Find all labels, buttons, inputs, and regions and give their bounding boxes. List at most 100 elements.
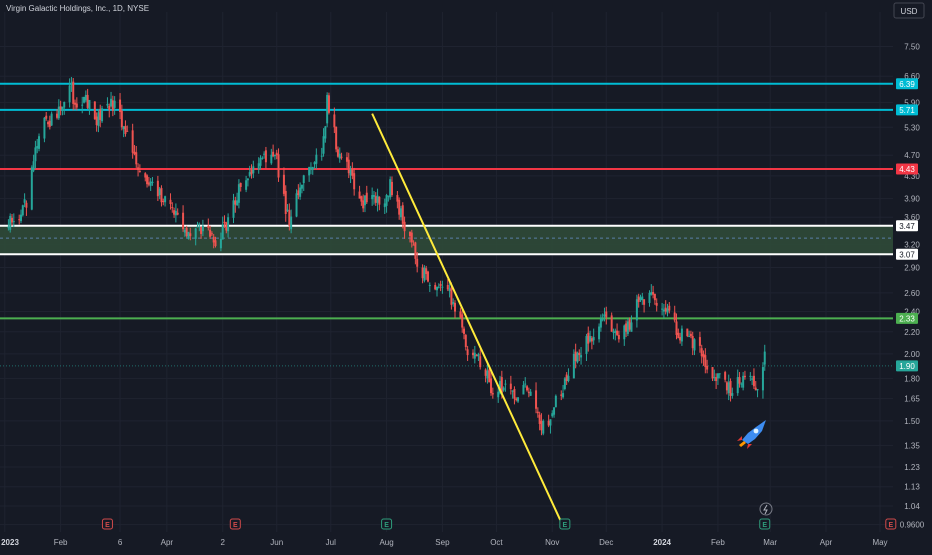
candle-body — [300, 184, 303, 189]
candle-body — [183, 229, 186, 233]
earnings-icon[interactable]: E — [101, 518, 113, 530]
candle-body — [390, 181, 393, 196]
candle-body — [567, 375, 570, 382]
price-badge — [896, 248, 918, 260]
candle-body — [48, 120, 51, 127]
candle-body — [264, 150, 267, 163]
candle-body — [666, 308, 669, 313]
y-tick-label: 3.20 — [904, 241, 920, 250]
candle-body — [601, 319, 604, 321]
candle-body — [75, 103, 78, 108]
candle-body — [704, 355, 707, 368]
candle-body — [435, 286, 438, 291]
candle-body — [502, 387, 505, 391]
candle-body — [513, 388, 516, 399]
candle-body — [637, 296, 640, 303]
candle-body — [349, 169, 352, 176]
currency-box[interactable]: USD — [893, 0, 932, 22]
candle-body — [326, 94, 329, 124]
candle-body — [428, 284, 431, 286]
candle-body — [290, 216, 293, 230]
candle-body — [426, 271, 429, 282]
x-tick-label: 2 — [220, 538, 225, 547]
candle-body — [655, 302, 658, 306]
candle-body — [237, 184, 240, 203]
candle-body — [551, 413, 554, 417]
candle-body — [137, 167, 140, 171]
y-tick-label: 1.04 — [904, 502, 920, 511]
candle-body — [410, 232, 413, 243]
candle-body — [389, 179, 392, 198]
earnings-icon[interactable]: E — [759, 518, 771, 530]
candle-body — [171, 207, 174, 209]
candle-body — [189, 233, 192, 237]
candle-body — [353, 173, 356, 190]
candle-body — [702, 353, 705, 358]
candle-body — [535, 390, 538, 409]
candle-body — [713, 377, 716, 379]
chart-replay-icon[interactable] — [759, 502, 773, 516]
earnings-label: E — [384, 522, 389, 529]
candle-body — [731, 393, 734, 396]
price-badge — [896, 312, 918, 324]
candle-body — [574, 351, 577, 362]
candle-body — [578, 352, 581, 356]
x-tick-label: Oct — [490, 538, 503, 547]
price-badge-text: 2.33 — [899, 314, 915, 323]
candle-body — [133, 151, 136, 155]
earnings-label: E — [762, 522, 767, 529]
candle-body — [210, 233, 213, 235]
candle-body — [617, 334, 620, 340]
candle-body — [648, 292, 651, 303]
candle-body — [742, 375, 745, 388]
candle-body — [738, 377, 741, 384]
candle-body — [464, 334, 467, 348]
candle-body — [212, 236, 215, 243]
candle-body — [756, 388, 759, 391]
candle-body — [111, 100, 114, 111]
earnings-icon[interactable]: E — [885, 518, 897, 530]
y-tick-label: 2.00 — [904, 350, 920, 359]
candle-body — [174, 210, 177, 216]
earnings-icon[interactable]: E — [381, 518, 393, 530]
earnings-icon[interactable]: E — [229, 518, 241, 530]
candle-body — [209, 229, 212, 237]
candle-body — [86, 94, 89, 108]
x-tick-label: Mar — [763, 538, 777, 547]
candle-body — [680, 328, 683, 342]
candle-body — [625, 323, 628, 332]
candle-body — [371, 195, 374, 200]
candle-body — [752, 375, 755, 387]
candle-body — [236, 200, 239, 206]
candle-body — [345, 157, 348, 162]
x-tick-label: 6 — [118, 538, 123, 547]
earnings-label: E — [233, 522, 238, 529]
candle-body — [232, 200, 235, 218]
last-price-badge — [896, 360, 918, 372]
candle-body — [736, 377, 739, 394]
candle-body — [284, 190, 287, 215]
candle-body — [313, 162, 316, 165]
candle-body — [662, 309, 665, 312]
y-tick-label: 5.90 — [904, 98, 920, 107]
candle-body — [43, 117, 46, 139]
price-badge — [896, 104, 918, 116]
candle-body — [164, 196, 167, 203]
candle-body — [626, 321, 629, 334]
candle-body — [88, 99, 91, 110]
earnings-icon[interactable]: E — [559, 518, 571, 530]
candle-body — [515, 398, 518, 401]
price-badge — [896, 78, 918, 90]
candle-body — [162, 200, 165, 202]
candle-body — [273, 154, 276, 157]
support-zone — [0, 225, 893, 255]
candle-body — [446, 284, 449, 290]
candle-body — [147, 182, 150, 185]
candle-body — [686, 328, 689, 337]
candle-body — [146, 175, 149, 185]
candle-body — [538, 414, 541, 424]
candle-body — [221, 224, 224, 240]
candle-body — [57, 106, 60, 119]
